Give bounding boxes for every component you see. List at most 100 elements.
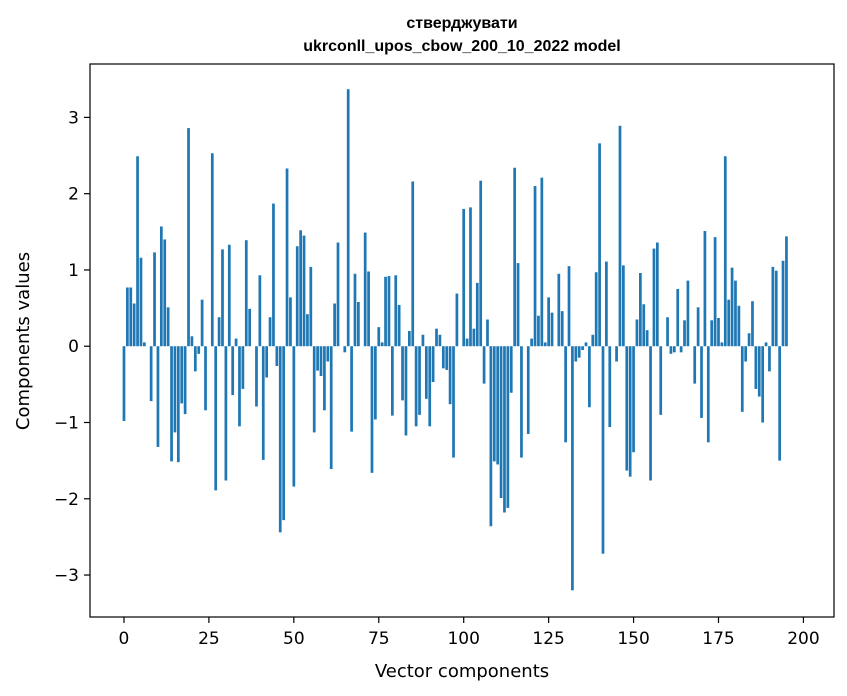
bar-79 bbox=[391, 346, 394, 416]
bar-76 bbox=[380, 342, 384, 347]
bar-161 bbox=[669, 346, 673, 354]
bar-188 bbox=[761, 346, 765, 423]
chart-title: стверджувати bbox=[406, 15, 517, 32]
bar-147 bbox=[622, 265, 625, 347]
y-tick-label: −1 bbox=[54, 413, 79, 433]
bar-11 bbox=[159, 226, 163, 347]
bar-39 bbox=[255, 346, 258, 407]
bar-156 bbox=[652, 248, 656, 347]
bar-107 bbox=[486, 319, 489, 347]
bar-28 bbox=[217, 317, 221, 347]
bar-15 bbox=[173, 346, 177, 433]
y-tick-label: 2 bbox=[68, 185, 79, 205]
bar-89 bbox=[424, 346, 428, 399]
bar-93 bbox=[438, 334, 442, 347]
bar-176 bbox=[720, 342, 724, 347]
bar-75 bbox=[377, 327, 381, 347]
bar-132 bbox=[571, 346, 574, 591]
bar-108 bbox=[489, 346, 493, 527]
bar-165 bbox=[683, 320, 686, 347]
x-tick-label: 25 bbox=[198, 629, 220, 649]
bar-185 bbox=[751, 301, 754, 347]
bar-16 bbox=[176, 346, 180, 463]
bar-9 bbox=[153, 252, 156, 347]
bar-194 bbox=[781, 260, 785, 347]
bar-113 bbox=[506, 346, 510, 508]
bar-86 bbox=[414, 346, 418, 427]
bar-122 bbox=[537, 315, 540, 347]
bar-34 bbox=[238, 346, 241, 427]
bar-37 bbox=[248, 308, 252, 347]
bar-74 bbox=[374, 346, 377, 420]
bar-179 bbox=[730, 267, 734, 347]
bar-98 bbox=[455, 293, 459, 347]
bar-97 bbox=[452, 346, 455, 458]
bar-5 bbox=[139, 257, 143, 347]
bar-157 bbox=[655, 242, 659, 347]
bar-134 bbox=[577, 346, 581, 358]
bar-60 bbox=[326, 346, 330, 362]
x-tick-label: 175 bbox=[702, 629, 734, 649]
bar-139 bbox=[594, 272, 598, 347]
bar-106 bbox=[482, 346, 486, 384]
bar-149 bbox=[628, 346, 632, 477]
bar-155 bbox=[649, 346, 652, 481]
bar-69 bbox=[357, 301, 360, 347]
bar-46 bbox=[278, 346, 282, 533]
bar-63 bbox=[336, 242, 340, 347]
bar-172 bbox=[706, 346, 710, 443]
bar-58 bbox=[319, 346, 323, 376]
x-tick-label: 50 bbox=[283, 629, 305, 649]
bar-73 bbox=[370, 346, 374, 473]
bar-40 bbox=[258, 275, 262, 347]
bar-87 bbox=[418, 346, 421, 415]
bar-85 bbox=[411, 181, 415, 347]
bar-82 bbox=[401, 346, 404, 401]
bar-103 bbox=[472, 328, 476, 347]
bar-121 bbox=[533, 186, 537, 347]
bar-32 bbox=[231, 346, 235, 396]
bar-154 bbox=[645, 330, 649, 347]
y-tick-label: 3 bbox=[68, 108, 79, 128]
bar-170 bbox=[700, 346, 703, 418]
bar-111 bbox=[499, 346, 503, 499]
bar-49 bbox=[289, 297, 292, 347]
bar-72 bbox=[367, 271, 370, 347]
bar-51 bbox=[295, 246, 299, 347]
bar-91 bbox=[431, 346, 435, 383]
plot-area bbox=[90, 64, 834, 617]
bar-182 bbox=[740, 346, 744, 412]
bar-54 bbox=[306, 314, 309, 347]
bar-78 bbox=[387, 276, 391, 347]
bar-140 bbox=[598, 143, 601, 347]
bar-130 bbox=[564, 346, 567, 443]
bar-27 bbox=[214, 346, 218, 491]
bar-145 bbox=[615, 346, 618, 362]
bar-171 bbox=[703, 231, 707, 347]
bar-59 bbox=[323, 346, 326, 411]
bar-10 bbox=[156, 346, 160, 447]
bar-175 bbox=[717, 318, 720, 347]
bar-101 bbox=[465, 338, 469, 347]
bar-173 bbox=[710, 320, 714, 347]
bar-104 bbox=[475, 282, 479, 347]
bar-162 bbox=[672, 346, 676, 353]
bars-group bbox=[122, 89, 788, 591]
bar-116 bbox=[516, 263, 520, 347]
y-tick-label: 0 bbox=[68, 337, 79, 357]
bar-177 bbox=[723, 156, 727, 347]
bar-168 bbox=[693, 346, 697, 384]
bar-88 bbox=[421, 334, 425, 347]
bar-45 bbox=[275, 346, 279, 367]
bar-1 bbox=[126, 287, 129, 347]
x-tick-label: 200 bbox=[787, 629, 819, 649]
bar-115 bbox=[513, 167, 517, 347]
bar-195 bbox=[785, 236, 788, 347]
bar-189 bbox=[764, 342, 768, 347]
plot-frame bbox=[89, 63, 835, 618]
x-tick-label: 125 bbox=[532, 629, 564, 649]
bar-83 bbox=[404, 346, 408, 436]
bar-35 bbox=[241, 346, 245, 389]
bar-178 bbox=[727, 299, 731, 347]
